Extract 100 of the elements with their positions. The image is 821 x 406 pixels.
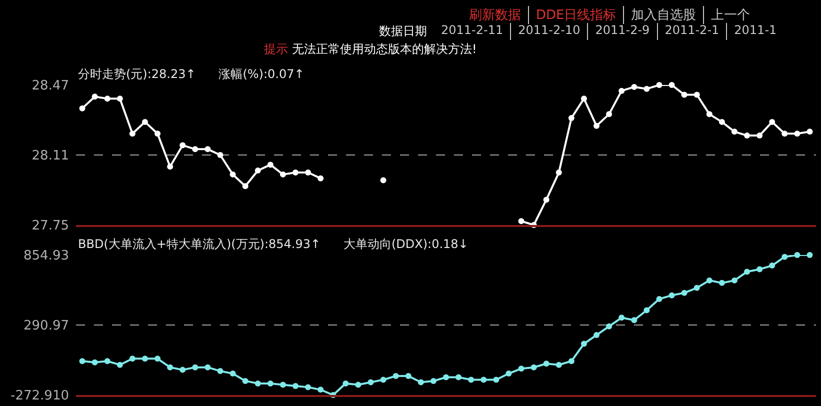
point [731, 128, 738, 135]
point [756, 266, 763, 272]
point [568, 115, 574, 122]
point [694, 284, 700, 291]
point [167, 164, 174, 170]
point [706, 277, 712, 284]
point [230, 171, 236, 178]
point [167, 364, 174, 370]
point [92, 359, 98, 366]
point [355, 382, 362, 388]
y-tick-label: 854.93 [24, 248, 69, 264]
point [543, 196, 550, 203]
point [116, 96, 123, 102]
text: 2011-2-10 [510, 23, 588, 40]
point [116, 362, 123, 368]
point [180, 366, 186, 373]
point [718, 280, 725, 286]
point [731, 277, 738, 284]
point [129, 130, 136, 137]
point [518, 366, 524, 372]
point [254, 168, 261, 174]
point [606, 323, 612, 330]
point [756, 132, 763, 139]
point [104, 358, 110, 364]
text: 提示 [263, 41, 289, 58]
point [806, 128, 813, 135]
point [392, 373, 399, 380]
point [556, 170, 562, 176]
point [631, 84, 638, 90]
point [806, 252, 813, 258]
text: 无法正常使用动态版本的解决方法! [291, 41, 478, 58]
point [794, 130, 800, 137]
point [368, 379, 374, 386]
point [456, 374, 462, 380]
point [681, 290, 688, 296]
point [380, 376, 386, 383]
point [468, 376, 474, 383]
point [744, 132, 750, 139]
point [594, 332, 600, 338]
point [769, 118, 776, 125]
point [230, 370, 236, 377]
point [530, 364, 537, 370]
point [242, 183, 248, 190]
point [681, 92, 688, 98]
point [631, 317, 638, 324]
point [769, 262, 776, 269]
point [280, 171, 286, 178]
point [794, 252, 800, 258]
point [718, 118, 725, 125]
y-tick-label: -272.910 [10, 388, 69, 404]
point [506, 370, 512, 377]
point [443, 374, 449, 380]
y-tick-label: 290.97 [24, 318, 69, 334]
y-tick-label: 28.47 [32, 78, 69, 94]
point [706, 111, 712, 118]
chart-title: 分时走势(元):28.23↑ 涨幅(%):0.07↑ [78, 67, 304, 81]
point [92, 94, 98, 100]
point [79, 358, 86, 364]
point [318, 175, 324, 182]
point [418, 379, 424, 386]
point [180, 142, 186, 148]
point [204, 364, 211, 370]
text: 2011-1 [726, 23, 784, 40]
text: 刷新数据 [468, 7, 522, 24]
point [342, 380, 349, 386]
point [154, 130, 161, 137]
point [242, 378, 248, 384]
point [305, 170, 312, 176]
point [568, 358, 574, 364]
point [104, 96, 110, 102]
point [580, 96, 587, 102]
point [606, 111, 612, 118]
point [618, 88, 625, 94]
point [493, 376, 500, 383]
point [254, 380, 261, 386]
point [318, 386, 324, 393]
point [694, 92, 700, 98]
text: 上一个 [703, 6, 758, 24]
point [543, 360, 550, 367]
text: 2011-2-9 [587, 23, 657, 40]
point [217, 368, 224, 374]
text: 2011-2-11 [440, 23, 504, 39]
text: 加入自选股 [623, 6, 704, 24]
point [594, 122, 600, 129]
y-tick-label: 27.75 [32, 218, 69, 234]
chart-title: BBD(大单流入+特大单流入)(万元):854.93↑ 大单动向(DDX):0.18↓ [78, 237, 468, 251]
point [782, 254, 788, 260]
point [518, 218, 524, 224]
point [192, 364, 198, 370]
point [305, 384, 312, 390]
point [668, 292, 675, 298]
point [129, 356, 136, 362]
point [618, 314, 625, 321]
point [580, 340, 587, 347]
point [204, 146, 211, 152]
point [656, 82, 662, 88]
point [782, 130, 788, 137]
point [430, 378, 436, 384]
point [644, 86, 650, 92]
point [267, 162, 274, 168]
